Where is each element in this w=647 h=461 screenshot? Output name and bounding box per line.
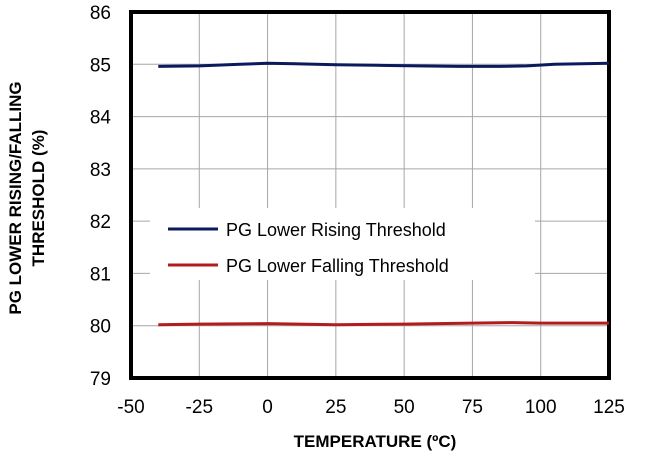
x-tick-label: -25 xyxy=(186,397,213,418)
x-tick-label: 100 xyxy=(525,397,557,418)
series-line-2 xyxy=(158,321,609,327)
y-tick-label: 79 xyxy=(90,369,111,390)
legend-label-1: PG Lower Rising Threshold xyxy=(226,220,446,240)
y-tick-label: 81 xyxy=(90,264,111,285)
x-tick-label: 25 xyxy=(325,397,346,418)
y-tick-label: 80 xyxy=(90,317,111,338)
axis-ticks: -50 -25 0 25 50 75 100 125 79 80 81 82 83 84 85 86 xyxy=(90,3,625,418)
legend-label-2: PG Lower Falling Threshold xyxy=(226,256,449,276)
x-tick-label: 50 xyxy=(394,397,415,418)
plot-frame xyxy=(129,10,611,380)
x-tick-label: 125 xyxy=(593,397,625,418)
y-tick-label: 86 xyxy=(90,3,111,24)
y-tick-label: 85 xyxy=(90,55,111,76)
legend-box xyxy=(150,208,535,280)
series-lines xyxy=(158,61,610,327)
y-axis-title-line-2: THRESHOLD (%) xyxy=(29,130,48,267)
y-tick-label: 83 xyxy=(90,160,111,181)
x-tick-label: -50 xyxy=(117,397,144,418)
x-axis-title: TEMPERATURE (ºC) xyxy=(294,432,457,451)
y-tick-label: 82 xyxy=(90,212,111,233)
x-tick-label: 75 xyxy=(462,397,483,418)
y-axis-title-line-1: PG LOWER RISING/FALLING xyxy=(6,81,25,314)
series-line-1 xyxy=(158,61,610,68)
x-tick-label: 0 xyxy=(262,397,273,418)
y-tick-label: 84 xyxy=(90,108,112,129)
legend: PG Lower Rising Threshold PG Lower Fallin… xyxy=(150,208,535,280)
